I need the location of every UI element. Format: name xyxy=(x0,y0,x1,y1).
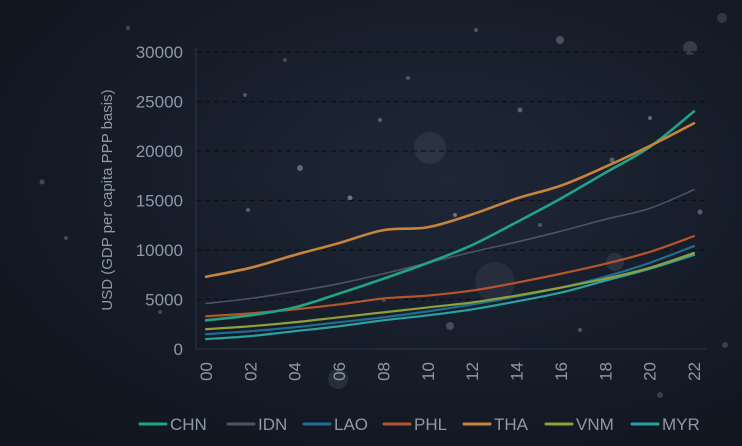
bokeh-dot xyxy=(283,58,287,62)
bokeh-dot xyxy=(717,13,727,23)
x-tick-label: 12 xyxy=(463,362,482,381)
bokeh-dot xyxy=(578,328,582,332)
y-tick-label: 15000 xyxy=(136,192,183,211)
x-tick-labels: 00 02 04 06 08 10 12 14 16 18 20 22 xyxy=(197,362,704,381)
series-line-phl xyxy=(204,235,696,318)
y-tick-label: 0 xyxy=(174,340,183,359)
series-line-idn xyxy=(205,188,695,305)
x-tick-label: 18 xyxy=(596,362,615,381)
series-line-myr xyxy=(204,253,696,341)
bokeh-dot xyxy=(538,223,542,227)
legend-label-idn: IDN xyxy=(258,415,287,434)
bokeh-dot xyxy=(446,322,454,330)
bokeh-dot xyxy=(475,262,515,302)
series-line-lao xyxy=(204,244,696,336)
y-axis-label: USD (GDP per capita PPP basis) xyxy=(99,89,116,310)
bokeh-dot xyxy=(39,179,45,185)
y-tick-label: 5000 xyxy=(145,291,183,310)
x-tick-label: 08 xyxy=(374,362,393,381)
legend: CHN IDN LAO PHL THA VNM MYR xyxy=(138,415,700,434)
x-tick-label: 02 xyxy=(241,362,260,381)
bokeh-dot xyxy=(722,342,728,348)
y-tick-label: 10000 xyxy=(136,241,183,260)
x-tick-label: 00 xyxy=(197,362,216,381)
bokeh-dot xyxy=(453,213,457,217)
series-line-chn xyxy=(204,110,696,322)
y-tick-labels: 0 5000 10000 15000 20000 25000 30000 xyxy=(136,43,183,359)
bokeh-dot xyxy=(648,116,652,120)
bokeh-dot xyxy=(126,26,130,30)
bokeh-dot xyxy=(517,107,523,113)
x-tick-label: 16 xyxy=(552,362,571,381)
legend-label-lao: LAO xyxy=(334,415,368,434)
y-tick-label: 25000 xyxy=(136,93,183,112)
bokeh-dot xyxy=(64,236,68,240)
bokeh-dot xyxy=(697,209,703,215)
legend-label-chn: CHN xyxy=(170,415,207,434)
x-tick-label: 20 xyxy=(641,362,660,381)
background-bokeh xyxy=(39,13,728,398)
bokeh-dot xyxy=(474,28,478,32)
x-tick-label: 10 xyxy=(419,362,438,381)
bokeh-dot xyxy=(683,41,697,55)
x-tick-label: 06 xyxy=(330,362,349,381)
bokeh-dot xyxy=(609,157,615,163)
y-tick-label: 30000 xyxy=(136,43,183,62)
x-tick-label: 14 xyxy=(508,362,527,381)
bokeh-dot xyxy=(406,76,410,80)
legend-label-phl: PHL xyxy=(414,415,447,434)
bokeh-dot xyxy=(158,310,162,314)
legend-label-vnm: VNM xyxy=(576,415,614,434)
x-tick-label: 04 xyxy=(286,362,305,381)
legend-label-myr: MYR xyxy=(662,415,700,434)
bokeh-dot xyxy=(243,93,247,97)
bokeh-dot xyxy=(378,118,382,122)
bokeh-dot xyxy=(347,195,353,201)
bokeh-dot xyxy=(246,208,250,212)
bokeh-dot xyxy=(414,132,446,164)
series-line-vnm xyxy=(204,251,696,331)
bokeh-dot xyxy=(556,36,564,44)
axes xyxy=(195,48,706,350)
series-lines xyxy=(204,110,696,341)
bokeh-dot xyxy=(297,165,303,171)
x-tick-label: 22 xyxy=(685,362,704,381)
legend-label-tha: THA xyxy=(494,415,529,434)
bokeh-dot xyxy=(328,369,348,389)
series-line-tha xyxy=(204,121,696,279)
bokeh-dot xyxy=(657,392,663,398)
y-tick-label: 20000 xyxy=(136,142,183,161)
grid xyxy=(196,51,706,301)
